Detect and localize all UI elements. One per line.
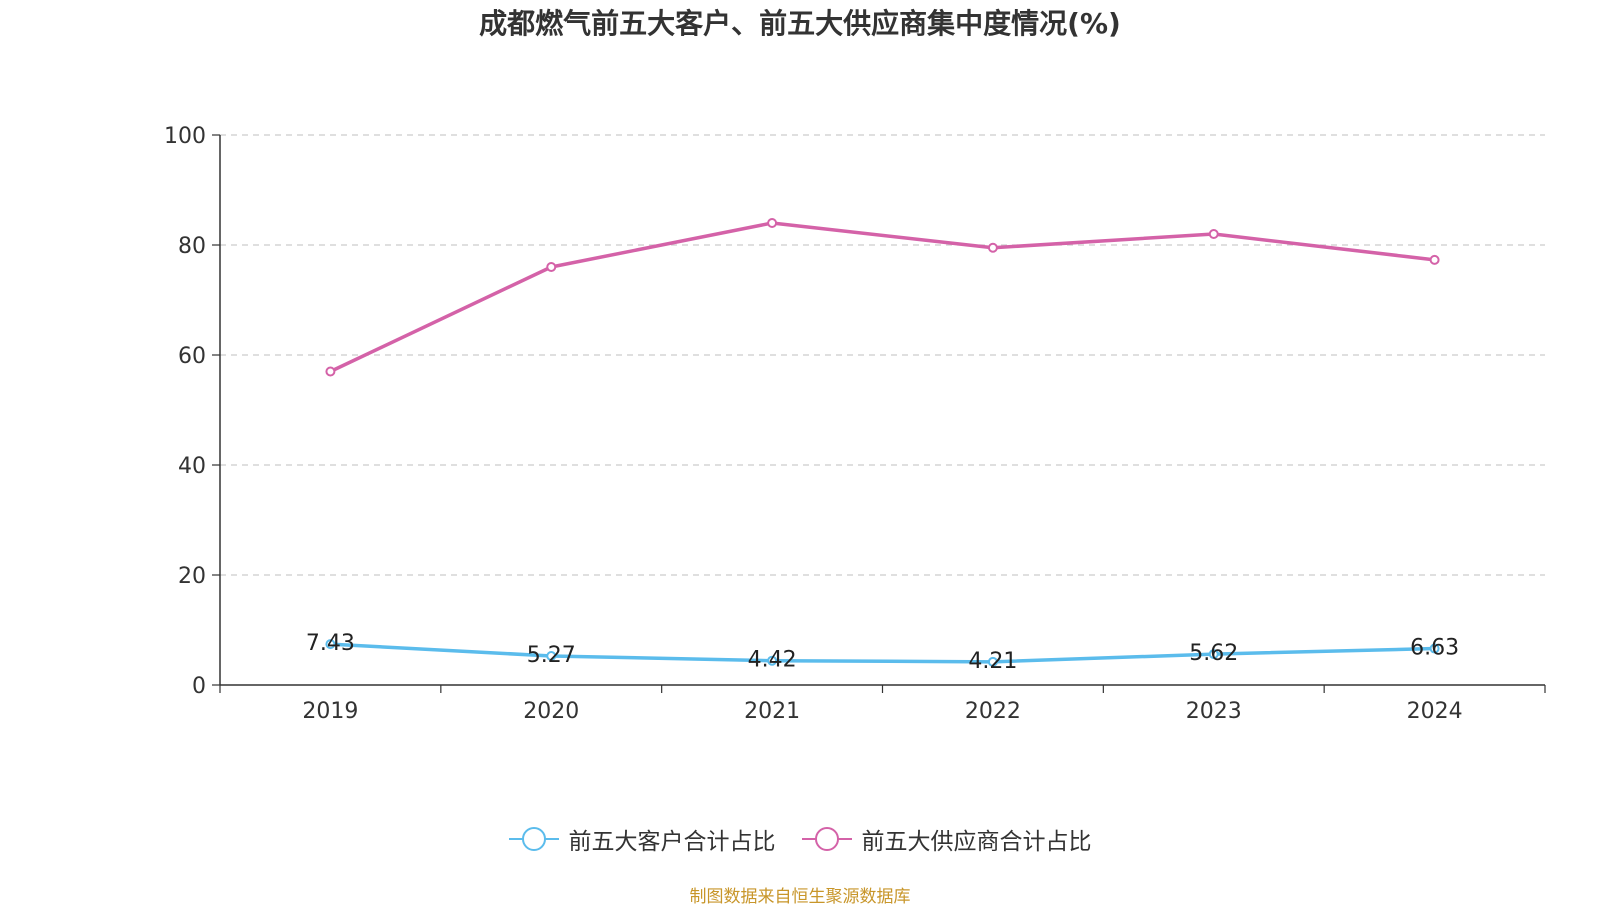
data-point <box>546 651 557 662</box>
y-tick-label: 0 <box>192 674 206 699</box>
data-point <box>1429 254 1440 265</box>
data-point <box>546 262 557 272</box>
legend-label-customers: 前五大客户合计占比 <box>568 829 776 855</box>
y-tick-label: 60 <box>178 344 206 369</box>
legend-line-circle-icon <box>508 827 559 851</box>
x-tick-label: 2020 <box>523 699 579 724</box>
data-point <box>1429 643 1440 654</box>
chart-title: 成都燃气前五大客户、前五大供应商集中度情况(%) <box>479 7 1121 40</box>
legend-line-circle-icon <box>801 827 852 851</box>
data-point <box>987 242 998 253</box>
data-label: 4.42 <box>748 648 797 673</box>
series-lines <box>325 218 1440 667</box>
x-tick-label: 2024 <box>1407 699 1463 724</box>
data-label: 6.63 <box>1410 636 1459 661</box>
data-label: 7.43 <box>306 631 355 656</box>
y-tick-label: 40 <box>178 454 206 479</box>
data-point <box>987 656 998 667</box>
source-note: 制图数据来自恒生聚源数据库 <box>689 887 911 907</box>
data-label: 5.62 <box>1189 641 1238 666</box>
y-tick-label: 100 <box>164 124 206 149</box>
data-label: 4.21 <box>968 649 1017 674</box>
y-tick-label: 20 <box>178 564 206 589</box>
legend-item-suppliers[interactable]: 前五大供应商合计占比 <box>801 822 1092 856</box>
x-tick-label: 2021 <box>744 699 800 724</box>
series-line-1 <box>329 221 1435 374</box>
series-line-0 <box>330 642 1435 664</box>
axes: 0 20 40 60 80 100 2019 2020 2021 2022 2023 2024 <box>164 124 1546 724</box>
grid-lines <box>220 134 1545 576</box>
data-point <box>325 366 336 377</box>
data-label: 5.27 <box>527 643 576 668</box>
data-point <box>325 639 336 650</box>
x-tick-label: 2022 <box>965 699 1021 724</box>
y-tick-label: 80 <box>178 234 206 259</box>
x-tick-label: 2019 <box>302 699 358 724</box>
legend-item-customers[interactable]: 前五大客户合计占比 <box>508 822 776 856</box>
legend: 前五大客户合计占比 前五大供应商合计占比 <box>0 822 1600 856</box>
data-point <box>767 218 778 228</box>
data-point <box>1208 229 1219 239</box>
data-labels: 7.43 5.27 4.42 4.21 5.62 6.63 <box>306 631 1459 674</box>
data-point <box>767 655 778 666</box>
x-tick-label: 2023 <box>1186 699 1242 724</box>
legend-label-suppliers: 前五大供应商合计占比 <box>861 829 1092 855</box>
data-point <box>1208 649 1219 660</box>
